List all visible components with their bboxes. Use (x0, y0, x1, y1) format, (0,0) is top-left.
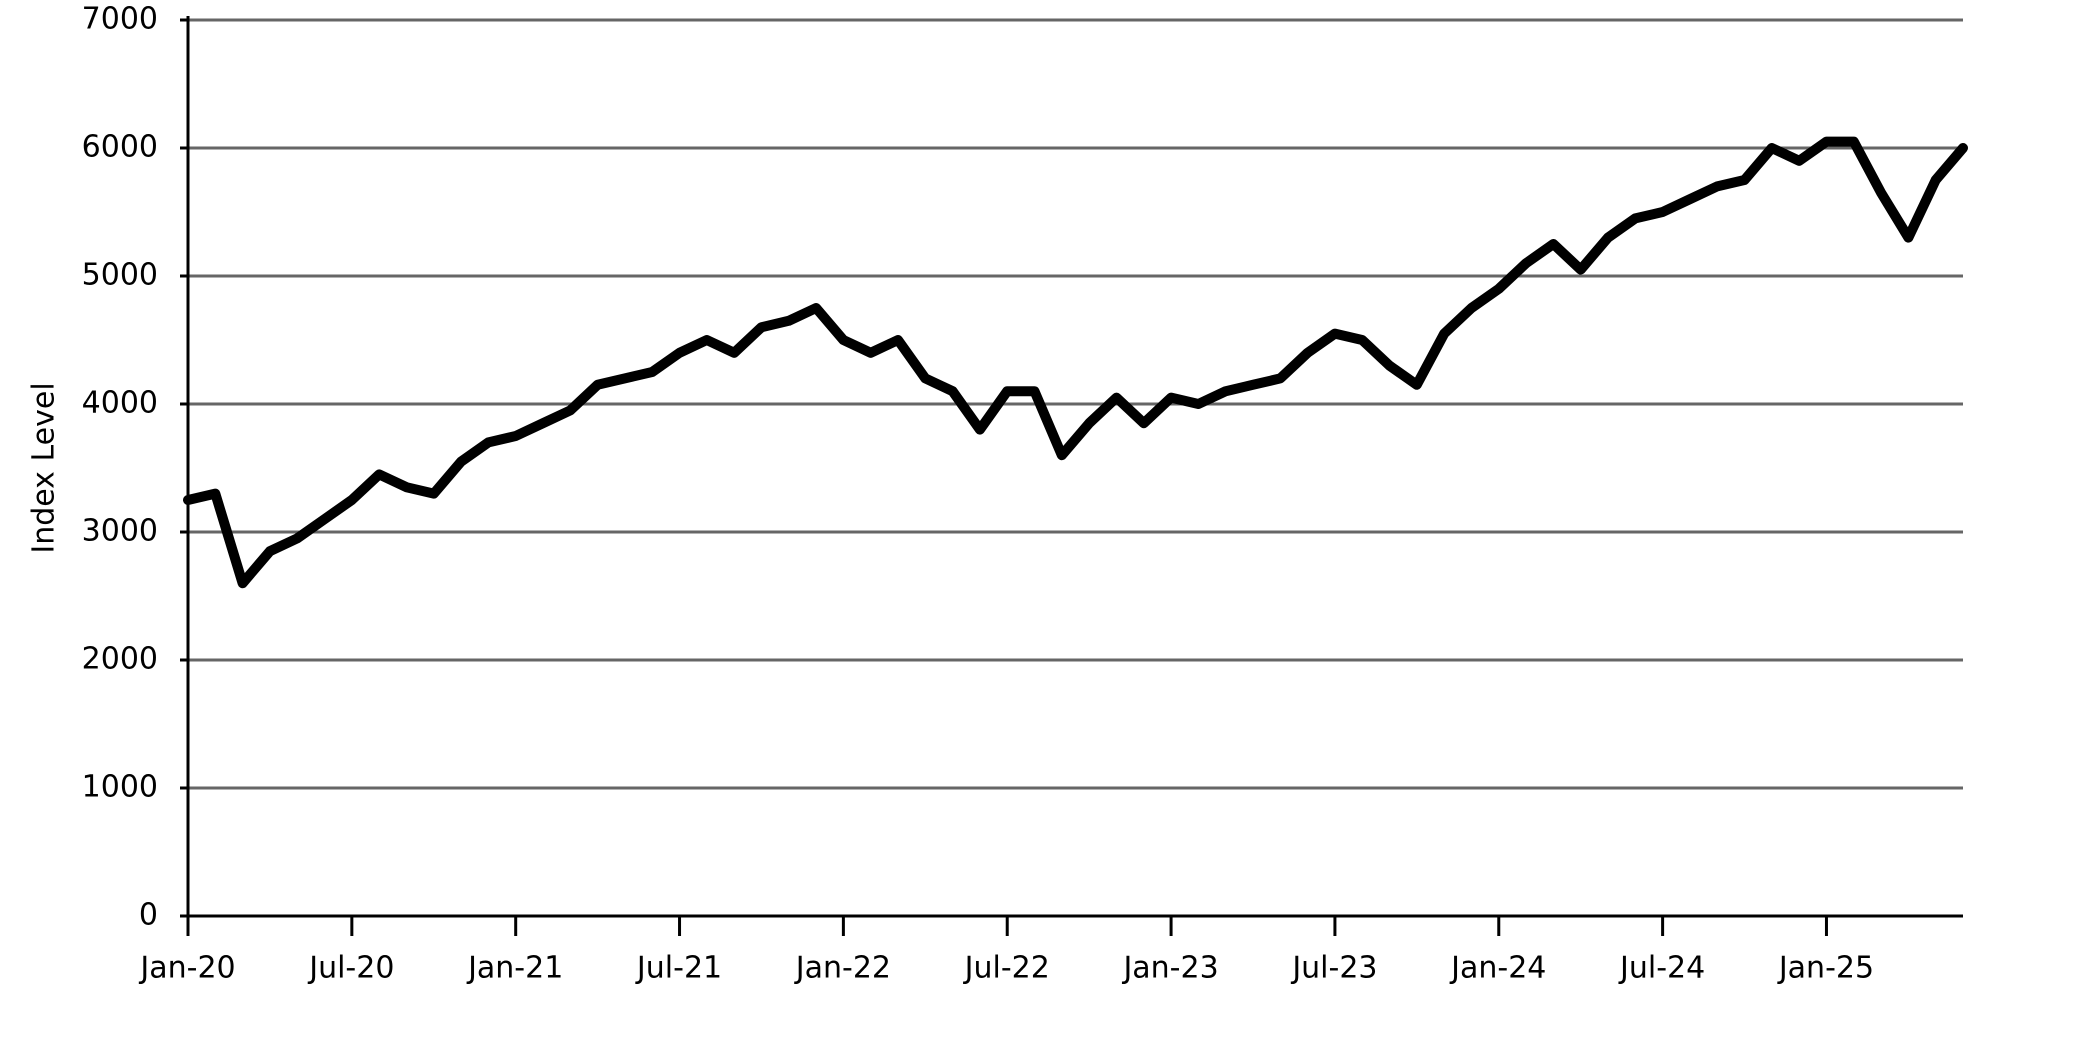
x-tick-label: Jul-24 (1618, 951, 1705, 986)
x-tick-label: Jul-22 (963, 951, 1050, 986)
y-tick-label: 4000 (82, 386, 158, 421)
x-tick-label: Jan-21 (466, 951, 563, 986)
x-tick-label: Jan-20 (138, 951, 235, 986)
y-tick-label: 5000 (82, 258, 158, 293)
y-tick-label: 3000 (82, 514, 158, 549)
x-tick-label: Jul-23 (1290, 951, 1377, 986)
y-axis-label: Index Level (27, 382, 62, 553)
y-tick-label: 7000 (82, 2, 158, 37)
x-tick-label: Jul-20 (307, 951, 394, 986)
y-tick-label: 1000 (82, 770, 158, 805)
y-tick-label: 0 (139, 898, 158, 933)
y-tick-label: 2000 (82, 642, 158, 677)
x-tick-label: Jan-24 (1449, 951, 1546, 986)
x-tick-label: Jan-22 (794, 951, 891, 986)
x-tick-label: Jan-25 (1777, 951, 1874, 986)
line (183, 136, 1968, 589)
x-tick-label: Jan-23 (1121, 951, 1218, 986)
x-tick-label: Jul-21 (635, 951, 722, 986)
y-tick-label: 6000 (82, 130, 158, 165)
